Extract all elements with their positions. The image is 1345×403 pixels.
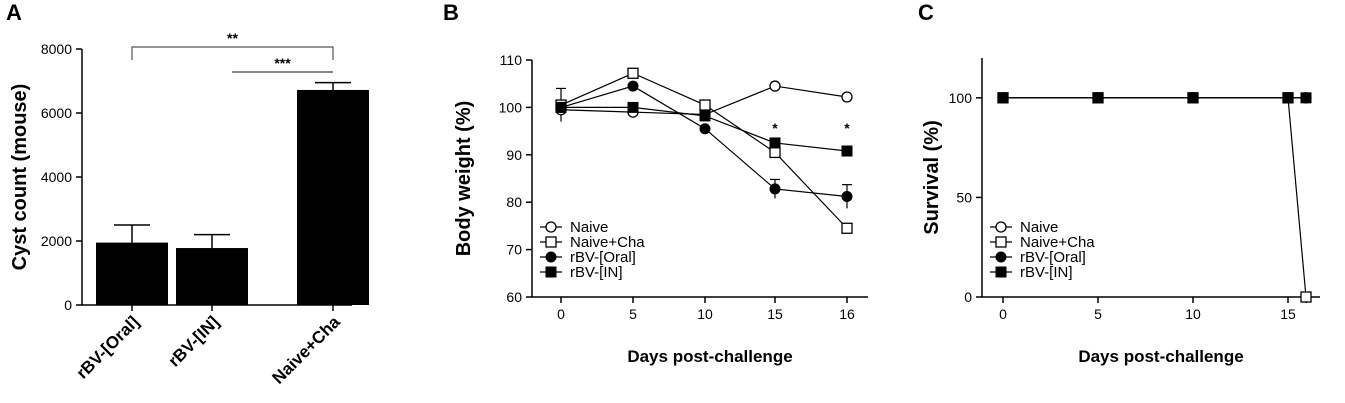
panel-c-y-axis-label: Survival (%) [921,120,943,234]
x-tick-label: 15 [1280,306,1296,322]
y-tick-label: 6000 [41,105,72,121]
significance-label: *** [274,55,291,71]
panel-b-axes: 60 70 80 90 100 110 0 5 10 15 16 [499,52,868,322]
series-line [560,72,848,229]
y-tick-label: 90 [506,147,522,163]
legend-marker [995,266,1007,278]
y-tick-label: 50 [956,189,972,205]
x-tick-label: 0 [557,306,565,322]
legend-label: rBV-[Oral] [1020,249,1086,266]
data-point [997,92,1009,104]
significance-label: * [844,120,850,136]
y-tick-label: 8000 [41,41,72,57]
legend-label: Naive [1020,219,1058,236]
legend-label: Naive+Cha [1020,234,1095,251]
data-point [769,80,781,92]
data-point [699,123,711,135]
legend-marker [545,251,557,263]
data-point [555,101,567,113]
data-point [627,101,639,113]
panel-b-y-axis-label: Body weight (%) [453,101,475,257]
panel-a-letter: A [6,0,22,25]
data-point [841,145,853,157]
data-point [1187,92,1199,104]
legend-label: Naive [570,219,608,236]
panel-b-series [555,67,853,234]
data-point [1282,92,1294,104]
data-point [627,80,639,92]
bar [96,242,168,305]
panel-a-bar-chart: A 0 2000 4000 6000 8000 rBV-[Oral] rBV-[IN] Nai… [6,0,369,388]
y-tick-label: 70 [506,242,522,258]
data-point [841,91,853,103]
legend-marker [995,236,1007,248]
legend-marker [995,251,1007,263]
x-category-label: rBV-[IN] [165,312,223,370]
y-tick-label: 80 [506,194,522,210]
legend-marker [545,236,557,248]
legend-marker [545,266,557,278]
data-point [627,67,639,79]
legend-label: Naive+Cha [570,234,645,251]
x-category-label: Naive+Cha [269,312,345,388]
data-point [769,137,781,149]
panel-a-y-axis-label: Cyst count (mouse) [9,84,31,271]
y-tick-label: 4000 [41,169,72,185]
data-point [769,183,781,195]
x-category-label: rBV-[Oral] [73,312,143,382]
legend-label: rBV-[Oral] [570,249,636,266]
legend-marker [545,221,557,233]
y-tick-label: 0 [964,289,972,305]
significance-label: ** [227,30,238,46]
y-tick-label: 100 [499,99,523,115]
y-tick-label: 110 [500,52,523,68]
x-tick-label: 16 [839,306,855,322]
data-point [769,146,781,159]
panel-a-bars [96,81,369,306]
significance-label: * [772,120,778,136]
x-tick-label: 10 [1185,306,1201,322]
legend-marker [995,221,1007,233]
data-point [1300,291,1312,303]
x-tick-label: 0 [999,306,1007,322]
bar [176,248,248,305]
panel-b-x-axis-label: Days post-challenge [627,347,792,366]
data-point [1300,92,1312,104]
x-tick-label: 10 [697,306,713,322]
x-tick-label: 5 [629,306,637,322]
y-tick-label: 2000 [41,233,72,249]
data-point [699,99,711,111]
x-tick-label: 5 [1094,306,1102,322]
panel-c-axes: 0 50 100 0 5 10 15 [949,58,1320,322]
x-tick-label: 15 [767,306,783,322]
panel-a-significance: ***** [131,30,334,73]
panel-c-x-axis-label: Days post-challenge [1078,347,1243,366]
data-point [841,222,853,234]
legend-label: rBV-[IN] [1020,264,1073,281]
bar [297,89,369,306]
panel-c-letter: C [918,0,934,25]
panel-b-annotations: * * [772,120,850,136]
panel-b-letter: B [443,0,459,25]
y-tick-label: 100 [949,90,973,106]
data-point [1092,92,1104,104]
data-point [699,110,711,122]
y-tick-label: 60 [506,289,522,305]
y-tick-label: 0 [64,297,72,313]
data-point [841,191,853,203]
legend-label: rBV-[IN] [570,264,623,281]
panel-c-line-chart: C 0 50 100 0 5 10 15 NaiveNaive+CharBV-[Oral]r… [918,0,1320,366]
significance-bracket [131,46,334,60]
panel-c-series [997,92,1312,303]
